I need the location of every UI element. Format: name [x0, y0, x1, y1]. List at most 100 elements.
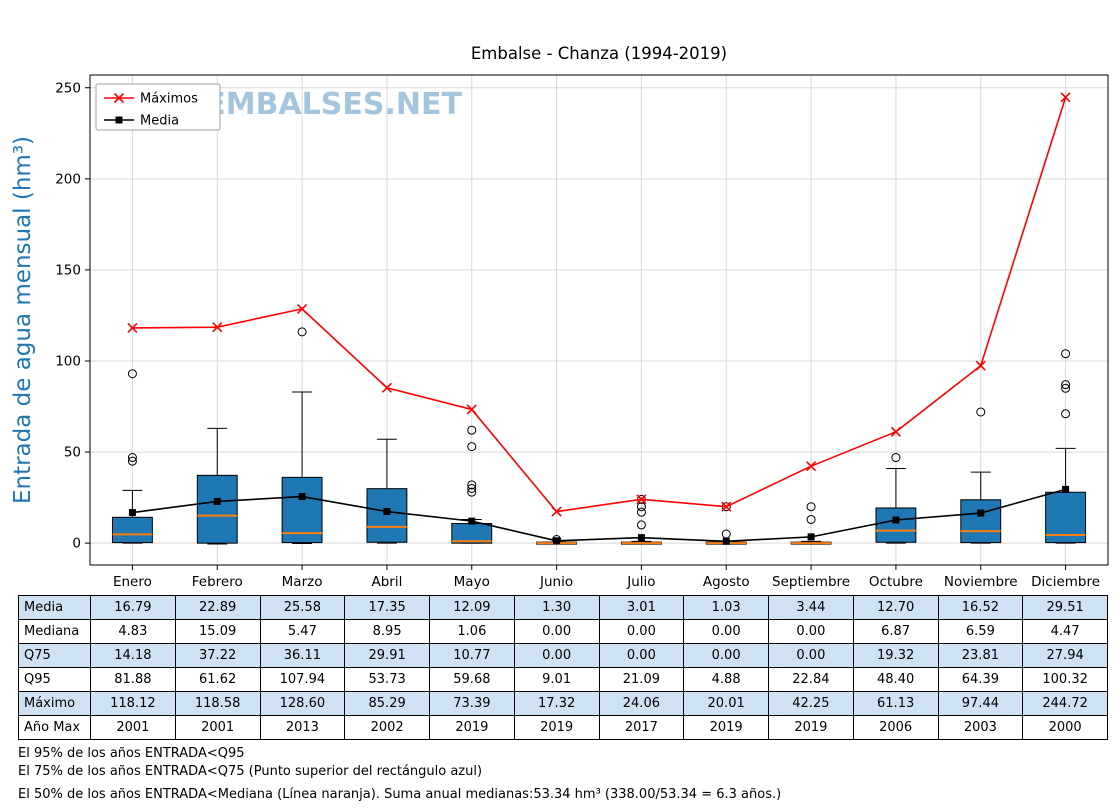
stats-cell: 24.06: [598, 691, 685, 716]
stats-cell: 0.00: [683, 619, 769, 644]
outlier-point: [1061, 349, 1071, 359]
x-tick-label-enero: Enero: [113, 574, 152, 590]
stats-cell: 2006: [852, 715, 939, 740]
series-line-media: [132, 488, 1066, 543]
stats-cell: 97.44: [937, 691, 1024, 716]
footnote-q75: El 75% de los años ENTRADA<Q75 (Punto su…: [18, 764, 483, 779]
stats-cell: 118.58: [174, 691, 261, 716]
marker-square: [383, 508, 391, 516]
legend-label-media: Media: [140, 114, 179, 129]
stats-cell: 2001: [90, 715, 176, 740]
stats-cell: 8.95: [344, 619, 430, 644]
y-tick-label: 150: [55, 262, 81, 278]
stats-row-q95: Q95 81.88 61.62 107.94 53.73 59.68 9.01 21.09 4.…: [18, 667, 1108, 692]
stats-cell: 0.00: [768, 619, 854, 644]
stats-cell: 29.91: [344, 643, 430, 668]
x-tick-label-agosto: Agosto: [703, 574, 750, 590]
outlier-point: [467, 425, 477, 435]
outlier-point: [636, 520, 646, 530]
stats-cell: 118.12: [90, 691, 176, 716]
stats-cell: 2019: [768, 715, 854, 740]
marker-x: [636, 494, 647, 505]
x-tick-label-mayo: Mayo: [454, 574, 490, 590]
marker-square: [298, 493, 306, 501]
marker-x: [127, 322, 138, 334]
outlier-point: [467, 480, 477, 490]
plot-frame: [89, 74, 1109, 566]
stats-cell: 29.51: [1022, 595, 1108, 620]
series-line-maximos: [132, 97, 1067, 513]
stats-cell: 2001: [174, 715, 261, 740]
stats-cell: 2019: [683, 715, 769, 740]
stats-cell: 0.00: [598, 619, 685, 644]
chart-title: Embalse - Chanza (1994-2019): [471, 44, 727, 63]
stats-cell: 2002: [344, 715, 430, 740]
stats-cell: 61.62: [174, 667, 261, 692]
stats-row-ano-max: Año Max 2001 2001 2013 2002 2019 2019 2017 2019 2…: [18, 715, 1108, 740]
marker-x: [551, 506, 562, 517]
y-tick-label: 200: [55, 171, 81, 187]
x-tick-label-julio: Julio: [626, 574, 655, 590]
legend-label-maximos: Máximos: [140, 92, 198, 107]
outlier-point: [127, 456, 137, 466]
x-tick-label-septiembre: Septiembre: [772, 574, 850, 590]
stats-row-q75: Q75 14.18 37.22 36.11 29.91 10.77 0.00 0.00 0.00…: [18, 643, 1108, 668]
stats-cell: 20.01: [683, 691, 769, 716]
stats-cell: 0.00: [513, 619, 600, 644]
stats-row-label: Máximo: [18, 691, 91, 716]
box-febrero: [196, 474, 238, 544]
marker-square: [807, 533, 815, 541]
stats-cell: 3.44: [768, 595, 854, 620]
stats-row-label: Mediana: [18, 619, 91, 644]
x-tick-label-abril: Abril: [371, 574, 402, 590]
stats-cell: 5.47: [259, 619, 346, 644]
stats-cell: 42.25: [768, 691, 854, 716]
marker-square: [553, 537, 561, 545]
stats-cell: 107.94: [259, 667, 346, 692]
stats-cell: 64.39: [937, 667, 1024, 692]
y-axis-label: Entrada de agua mensual (hm³): [10, 136, 36, 504]
marker-square: [977, 509, 985, 517]
box-mayo: [451, 523, 493, 544]
stats-cell: 37.22: [174, 643, 261, 668]
marker-x: [1060, 92, 1071, 103]
box-noviembre: [960, 499, 1002, 544]
stats-row-label: Media: [18, 595, 91, 620]
marker-x: [297, 303, 308, 314]
marker-square: [637, 534, 645, 542]
marker-square: [892, 516, 900, 524]
box-abril: [366, 488, 408, 543]
footnote-q95: El 95% de los años ENTRADA<Q95: [18, 746, 245, 761]
stats-cell: 48.40: [852, 667, 939, 692]
marker-x: [975, 360, 986, 371]
y-tick-label: 100: [55, 353, 81, 369]
box-octubre: [875, 507, 917, 543]
stats-cell: 14.18: [90, 643, 176, 668]
x-tick-label-marzo: Marzo: [282, 574, 323, 590]
stats-cell: 4.83: [90, 619, 176, 644]
stats-cell: 36.11: [259, 643, 346, 668]
stats-cell: 128.60: [259, 691, 346, 716]
x-tick-label-febrero: Febrero: [192, 574, 243, 590]
box-marzo: [281, 476, 323, 544]
outlier-point: [976, 407, 986, 417]
x-tick-label-diciembre: Diciembre: [1031, 574, 1100, 590]
stats-cell: 9.01: [513, 667, 600, 692]
stats-cell: 0.00: [768, 643, 854, 668]
marker-x: [890, 426, 901, 437]
y-tick-label: 250: [55, 80, 81, 96]
outlier-point: [636, 502, 646, 512]
stats-cell: 2003: [937, 715, 1024, 740]
stats-cell: 21.09: [598, 667, 685, 692]
stats-cell: 85.29: [344, 691, 430, 716]
stats-cell: 0.00: [513, 643, 600, 668]
stats-cell: 6.59: [937, 619, 1024, 644]
stats-cell: 244.72: [1022, 691, 1108, 716]
outlier-point: [1061, 409, 1071, 419]
stats-cell: 2019: [513, 715, 600, 740]
stats-cell: 12.09: [429, 595, 515, 620]
stats-row-maximo: Máximo 118.12 118.58 128.60 85.29 73.39 17.32 2…: [18, 691, 1108, 716]
marker-square: [128, 509, 136, 517]
stats-row-media: Media 16.79 22.89 25.58 17.35 12.09 1.30 3.01 1.…: [18, 595, 1108, 620]
